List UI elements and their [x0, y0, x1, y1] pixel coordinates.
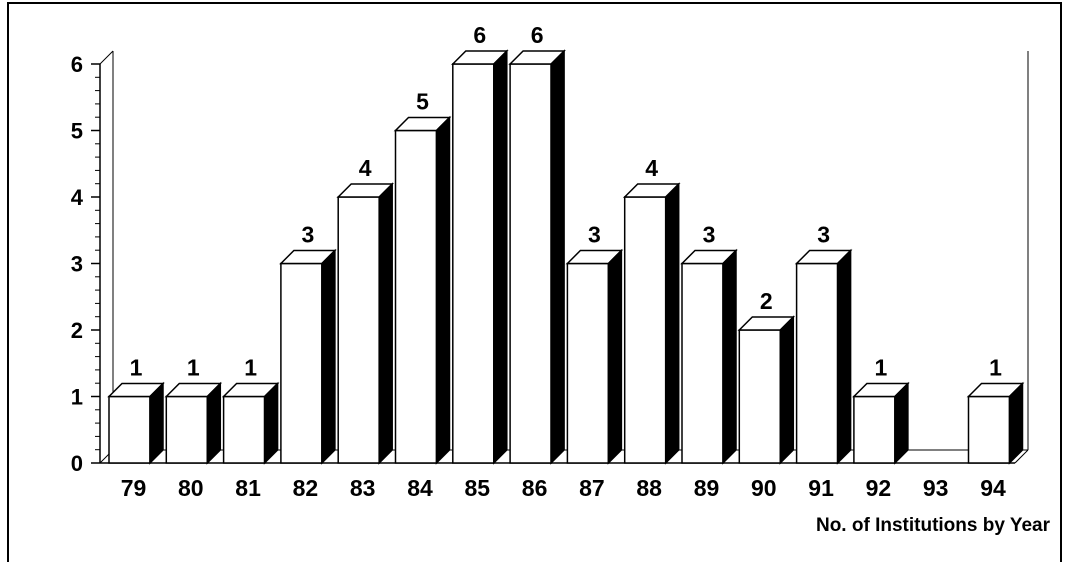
x-tick-label: 92 [866, 475, 892, 501]
y-tick-label: 2 [71, 318, 83, 343]
bar-side [321, 248, 336, 465]
data-label: 3 [703, 222, 716, 248]
data-label: 2 [760, 288, 773, 314]
bar [107, 381, 165, 465]
bar-side [378, 182, 393, 465]
data-label: 3 [302, 222, 315, 248]
bar-side [836, 248, 852, 465]
chart-bars [107, 49, 1025, 465]
bar-front [509, 63, 552, 464]
data-label: 1 [187, 355, 200, 381]
bar-side [493, 49, 508, 465]
y-tick-label: 3 [71, 252, 83, 277]
bar [508, 49, 566, 465]
floor-depth-right [1014, 449, 1029, 464]
bar-front [452, 63, 495, 464]
bar [336, 182, 395, 465]
x-tick-label: 85 [465, 475, 491, 501]
data-label: 6 [531, 22, 544, 48]
bar [622, 182, 681, 465]
data-label: 1 [875, 355, 888, 381]
bar-front [280, 262, 323, 464]
bar-side [607, 248, 623, 465]
x-tick-label: 84 [407, 475, 433, 501]
bar [680, 248, 738, 465]
data-label: 3 [817, 222, 830, 248]
x-tick-label: 93 [923, 475, 949, 501]
x-tick-label: 80 [178, 475, 204, 501]
bar [279, 248, 337, 465]
bar-front [566, 262, 610, 464]
bar-side [149, 381, 164, 465]
x-tick-label: 79 [121, 475, 147, 501]
bar-front [681, 262, 724, 464]
data-label: 4 [359, 155, 372, 181]
bar-side [550, 49, 565, 465]
data-label: 1 [244, 355, 257, 381]
data-label: 1 [130, 355, 143, 381]
y-tick-label: 0 [71, 451, 83, 476]
y-tick-label: 5 [71, 119, 83, 144]
bar [966, 381, 1025, 465]
data-label: 1 [989, 355, 1002, 381]
chart-labels: 79 1 80 1 81 1 82 3 83 4 84 5 85 6 86 6 87 3 88 4 89 3 90 2 91 3 9… [121, 22, 1006, 501]
bar [852, 381, 910, 465]
x-tick-label: 81 [235, 475, 261, 501]
x-tick-label: 90 [751, 475, 777, 501]
bar-front [222, 395, 266, 464]
bar-side [779, 315, 795, 465]
data-label: 4 [645, 155, 658, 181]
bar-chart: 0 1 2 3 4 5 6 79 1 80 1 81 1 82 3 83 4 84 5 85 6 86 6 87 3 88 4 89… [71, 22, 1051, 536]
x-tick-label: 94 [980, 475, 1006, 501]
x-tick-label: 87 [579, 475, 605, 501]
bar [221, 381, 280, 465]
depth-top-line [99, 50, 114, 65]
bar-front [337, 196, 380, 464]
bar-front [108, 395, 151, 464]
x-tick-label: 89 [694, 475, 720, 501]
bar-side [722, 248, 737, 465]
bar-side [1008, 381, 1024, 465]
bar-front [967, 395, 1011, 464]
bar-front [394, 129, 438, 464]
bar [393, 115, 452, 465]
bar-front [623, 196, 667, 464]
data-label: 5 [416, 89, 429, 115]
bar-side [263, 381, 279, 465]
chart-frame [7, 2, 1062, 562]
y-tick-label: 4 [71, 185, 84, 210]
data-label: 6 [473, 22, 486, 48]
data-label: 3 [588, 222, 601, 248]
x-tick-label: 82 [293, 475, 319, 501]
x-axis-title: No. of Institutions by Year [816, 515, 1051, 536]
bar-side [894, 381, 909, 465]
bar-front [165, 395, 209, 464]
y-tick-label: 1 [71, 385, 83, 410]
bar-front [795, 262, 839, 464]
x-tick-label: 91 [808, 475, 834, 501]
y-tick-label: 6 [71, 52, 83, 77]
bar [164, 381, 223, 465]
x-tick-label: 88 [636, 475, 662, 501]
bar-side [206, 381, 222, 465]
x-tick-label: 86 [522, 475, 548, 501]
bar-side [664, 182, 680, 465]
bar [565, 248, 624, 465]
bar-front [853, 395, 896, 464]
bar [794, 248, 853, 465]
x-tick-label: 83 [350, 475, 376, 501]
bar-side [435, 115, 451, 465]
bar-front [738, 329, 782, 464]
bar [450, 49, 509, 465]
bar [737, 315, 796, 465]
